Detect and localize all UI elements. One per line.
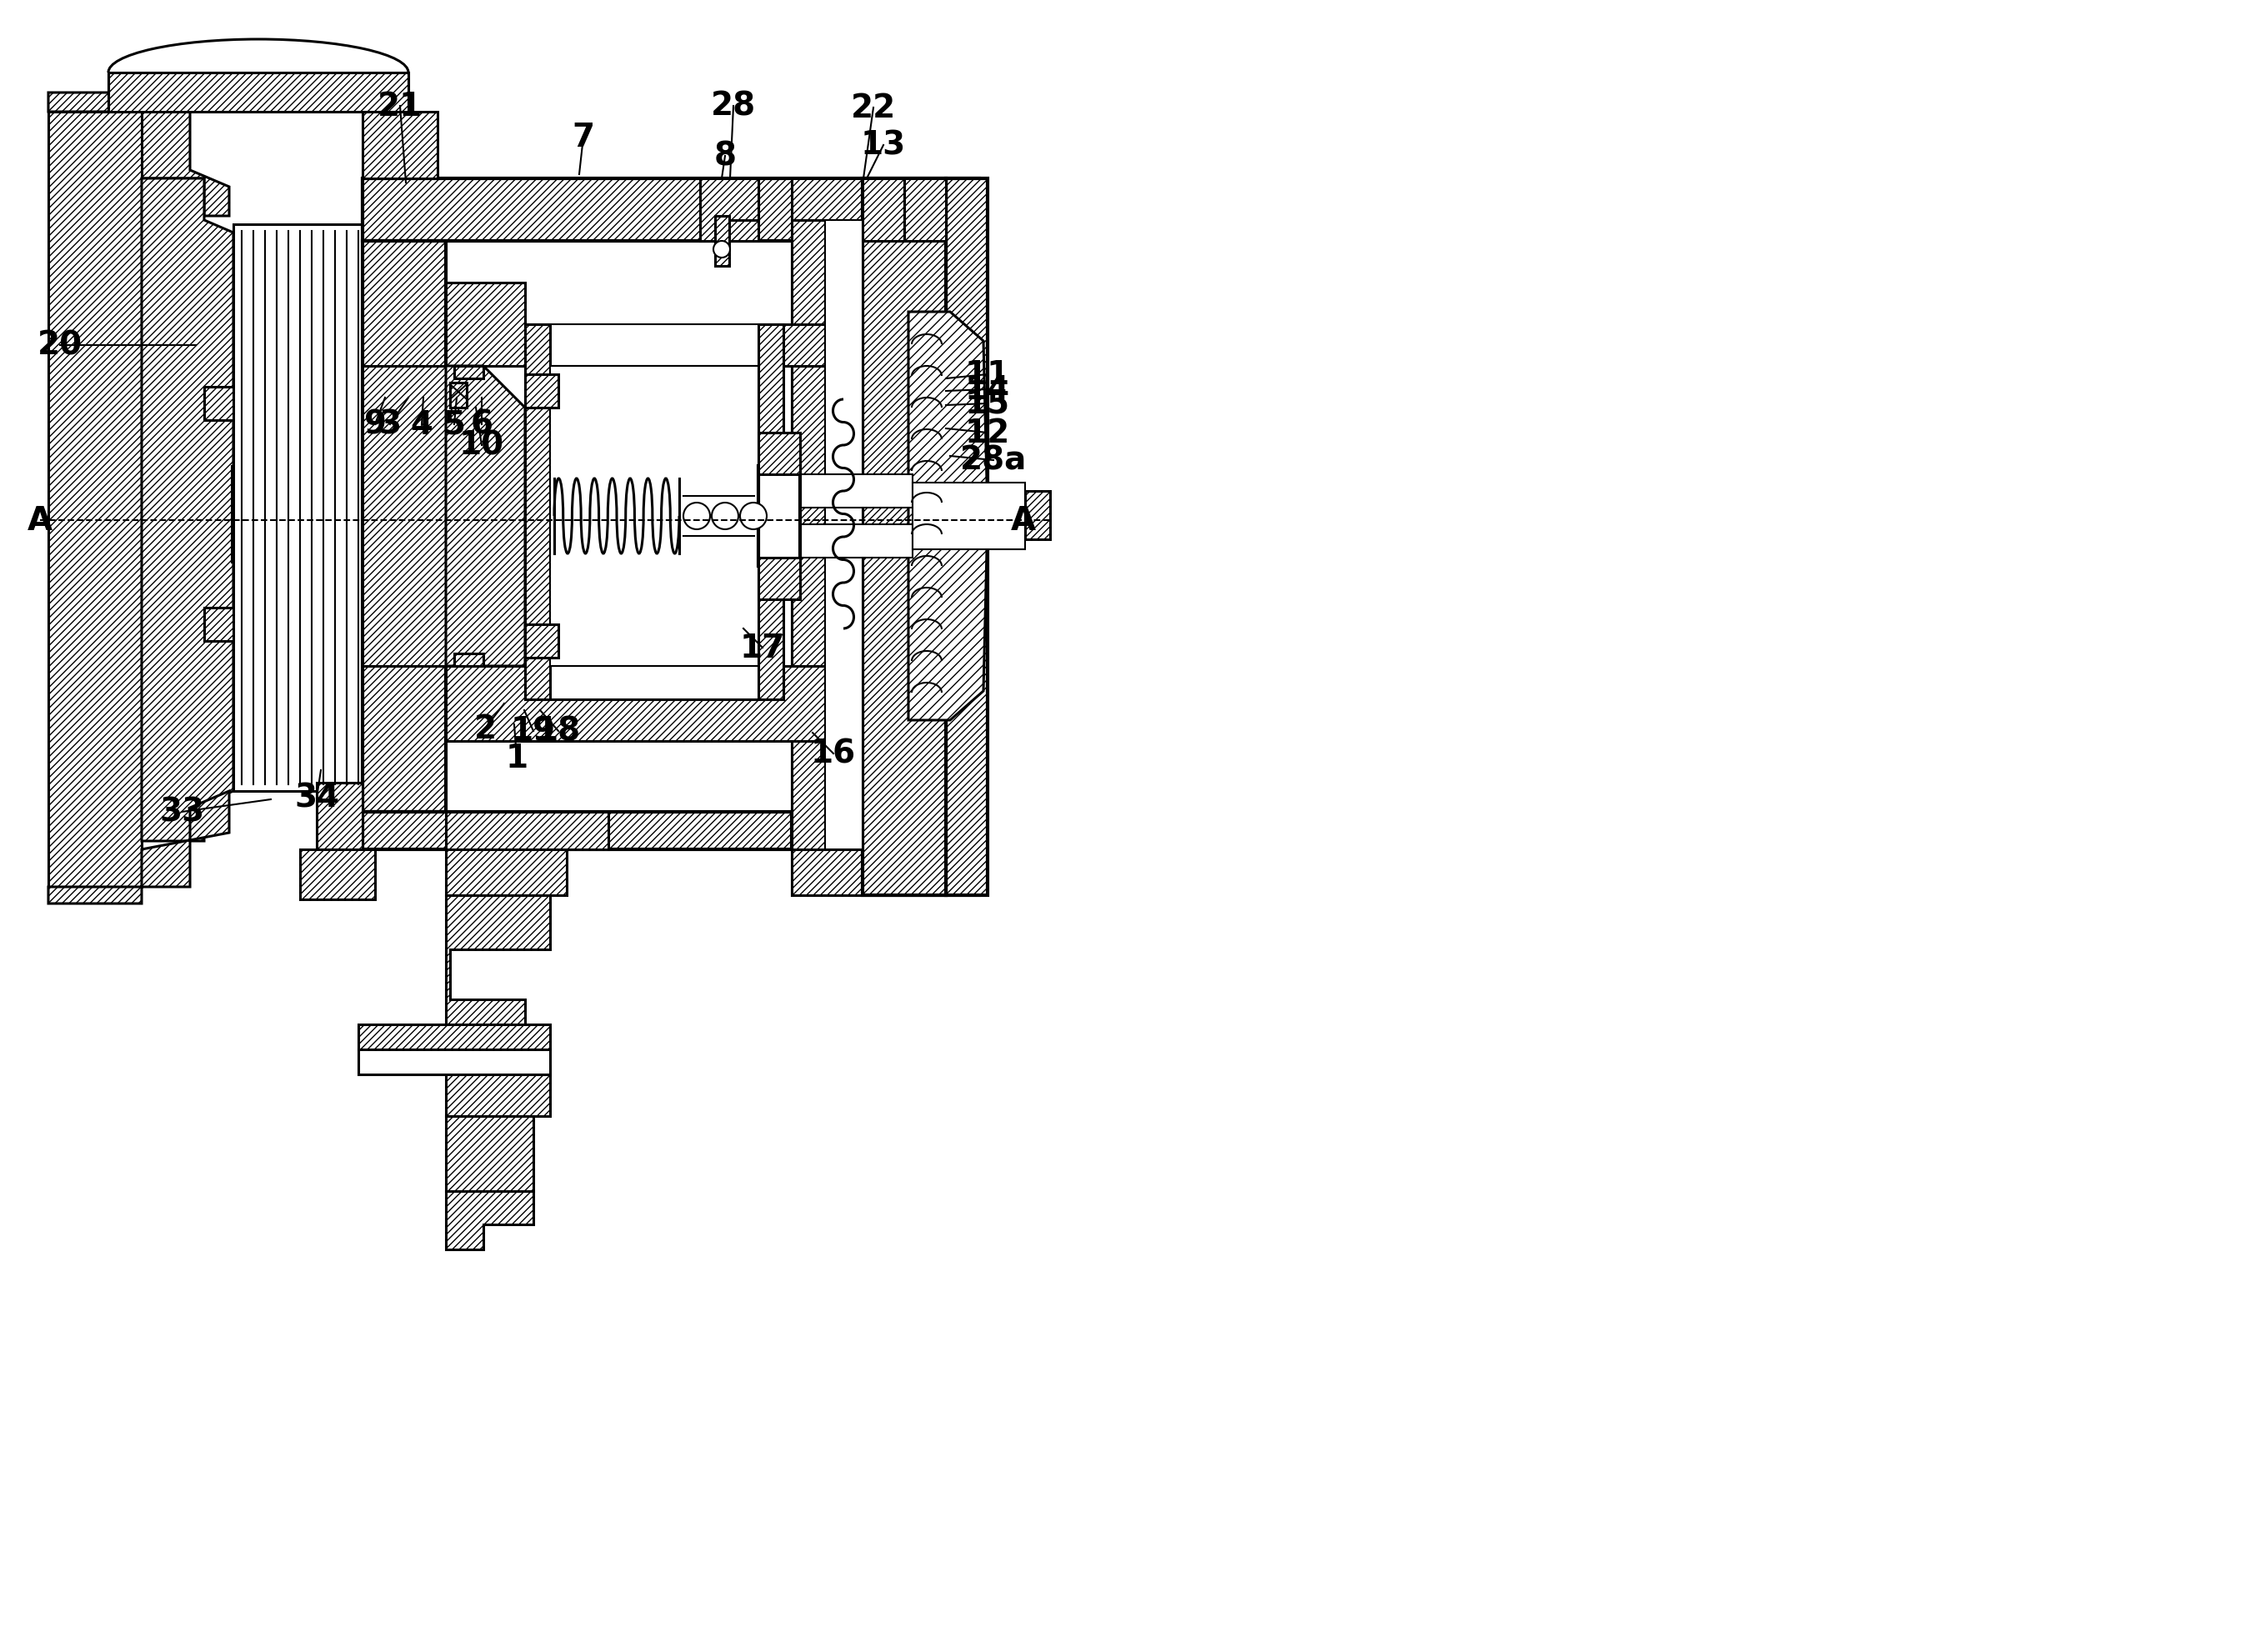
Polygon shape [363, 178, 979, 241]
Circle shape [740, 504, 766, 530]
Polygon shape [825, 221, 863, 849]
Text: 13: 13 [861, 131, 905, 162]
Text: 7: 7 [571, 122, 594, 154]
Text: A: A [1011, 506, 1035, 537]
Text: 2: 2 [473, 714, 495, 745]
Text: 21: 21 [376, 91, 424, 122]
Polygon shape [791, 178, 979, 895]
Circle shape [713, 241, 731, 258]
Polygon shape [359, 1049, 549, 1075]
Polygon shape [446, 1191, 533, 1249]
Polygon shape [699, 178, 757, 241]
Text: 4: 4 [410, 410, 433, 441]
Polygon shape [863, 178, 903, 241]
Text: 15: 15 [966, 388, 1011, 420]
Text: 1: 1 [506, 742, 529, 773]
Polygon shape [446, 1117, 533, 1191]
Text: 19: 19 [511, 715, 556, 747]
Polygon shape [791, 178, 946, 221]
Circle shape [684, 504, 710, 530]
Text: 20: 20 [38, 330, 83, 362]
Polygon shape [108, 73, 408, 112]
Polygon shape [204, 608, 271, 641]
Text: 6: 6 [471, 410, 493, 441]
Polygon shape [757, 474, 912, 509]
Polygon shape [49, 93, 229, 216]
Polygon shape [791, 849, 946, 895]
Polygon shape [715, 216, 728, 266]
Polygon shape [903, 178, 946, 241]
Polygon shape [49, 112, 141, 887]
Text: 14: 14 [966, 373, 1011, 406]
Text: 8: 8 [715, 140, 737, 172]
Text: 22: 22 [852, 93, 896, 124]
Text: 3: 3 [379, 410, 401, 441]
Text: 5: 5 [444, 410, 466, 441]
Polygon shape [49, 791, 229, 904]
Polygon shape [825, 221, 863, 400]
Polygon shape [446, 367, 524, 666]
Polygon shape [524, 325, 549, 700]
Polygon shape [446, 282, 946, 367]
Polygon shape [204, 387, 271, 421]
Polygon shape [908, 312, 988, 720]
Polygon shape [524, 375, 558, 408]
Polygon shape [946, 178, 988, 895]
Text: 16: 16 [811, 738, 856, 770]
Polygon shape [446, 849, 567, 895]
Polygon shape [141, 178, 233, 841]
Polygon shape [757, 325, 784, 700]
Polygon shape [363, 813, 791, 849]
Polygon shape [1024, 492, 1051, 540]
Polygon shape [455, 367, 484, 378]
Text: 9: 9 [363, 410, 385, 441]
Text: A: A [27, 506, 52, 537]
Polygon shape [791, 221, 825, 849]
Polygon shape [912, 482, 1024, 550]
Polygon shape [757, 525, 912, 558]
Text: 28: 28 [710, 91, 755, 122]
Polygon shape [699, 178, 757, 241]
Text: 28a: 28a [959, 444, 1026, 476]
Polygon shape [524, 325, 784, 367]
Polygon shape [233, 225, 363, 791]
Circle shape [713, 504, 737, 530]
Text: 33: 33 [159, 796, 204, 828]
Polygon shape [450, 383, 466, 408]
Text: 34: 34 [294, 783, 338, 814]
Polygon shape [524, 666, 784, 700]
Polygon shape [231, 416, 276, 616]
Polygon shape [455, 654, 484, 666]
Polygon shape [359, 1024, 549, 1049]
Text: 11: 11 [966, 358, 1011, 392]
Text: 18: 18 [536, 715, 580, 747]
Polygon shape [363, 241, 446, 813]
Polygon shape [825, 629, 863, 808]
Polygon shape [316, 783, 363, 849]
Text: 12: 12 [966, 418, 1011, 449]
Polygon shape [300, 849, 374, 900]
Polygon shape [757, 466, 800, 567]
Polygon shape [446, 813, 607, 849]
Polygon shape [446, 666, 946, 742]
Text: 10: 10 [459, 430, 504, 461]
Polygon shape [524, 624, 558, 657]
Polygon shape [446, 1066, 549, 1117]
Polygon shape [863, 178, 946, 895]
Polygon shape [363, 367, 446, 666]
Polygon shape [446, 895, 549, 1041]
Polygon shape [363, 112, 437, 178]
Polygon shape [757, 558, 800, 600]
Polygon shape [757, 433, 800, 474]
Text: 17: 17 [740, 633, 784, 664]
Polygon shape [549, 367, 757, 666]
